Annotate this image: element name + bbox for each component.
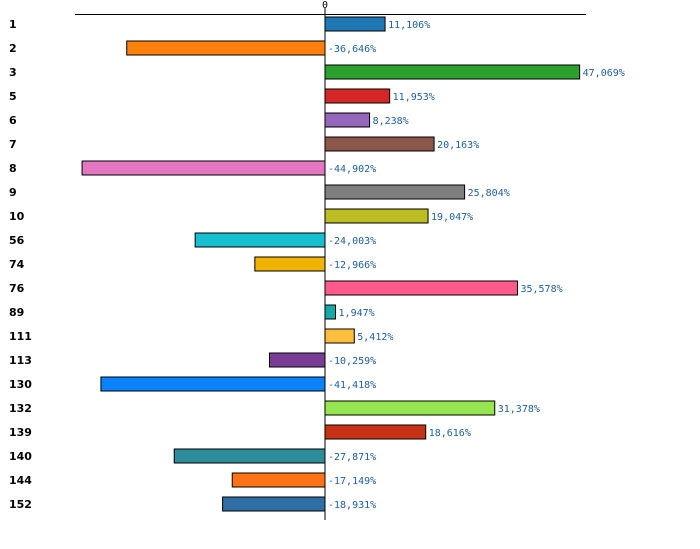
bar-9 <box>324 184 466 200</box>
category-label-56: 56 <box>9 234 25 247</box>
bar-5 <box>324 88 391 104</box>
category-label-7: 7 <box>9 138 17 151</box>
value-label-76: 35,578% <box>520 284 562 295</box>
bar-56 <box>194 232 326 248</box>
bar-130 <box>100 376 326 392</box>
bar-2 <box>126 40 326 56</box>
bar-144 <box>231 472 326 488</box>
bar-140 <box>173 448 326 464</box>
value-label-3: 47,069% <box>583 68 625 79</box>
bar-111 <box>324 328 355 344</box>
category-label-132: 132 <box>9 402 32 415</box>
bar-152 <box>222 496 326 512</box>
bars-group: 1 11,106% 2 -36,646% 3 47,069% 5 11,953% 6 8,238%… <box>9 16 625 512</box>
x-tick-label-zero: 0 <box>322 0 328 11</box>
bar-1 <box>324 16 386 32</box>
bar-74 <box>254 256 326 272</box>
value-label-56: -24,003% <box>328 236 376 247</box>
category-label-76: 76 <box>9 282 25 295</box>
value-label-10: 19,047% <box>431 212 473 223</box>
value-label-130: -41,418% <box>328 380 376 391</box>
bar-89 <box>324 304 337 320</box>
category-label-111: 111 <box>9 330 32 343</box>
value-label-2: -36,646% <box>328 44 376 55</box>
category-label-113: 113 <box>9 354 32 367</box>
value-label-144: -17,149% <box>328 476 376 487</box>
category-label-74: 74 <box>9 258 25 271</box>
category-label-130: 130 <box>9 378 32 391</box>
category-label-139: 139 <box>9 426 32 439</box>
value-label-89: 1,947% <box>339 308 375 319</box>
category-label-2: 2 <box>9 42 17 55</box>
value-label-111: 5,412% <box>357 332 393 343</box>
value-label-113: -10,259% <box>328 356 376 367</box>
category-label-9: 9 <box>9 186 17 199</box>
category-label-10: 10 <box>9 210 25 223</box>
value-label-139: 18,616% <box>429 428 471 439</box>
value-label-140: -27,871% <box>328 452 376 463</box>
value-label-152: -18,931% <box>328 500 376 511</box>
bar-8 <box>81 160 326 176</box>
category-label-140: 140 <box>9 450 32 463</box>
value-label-5: 11,953% <box>393 92 435 103</box>
category-label-8: 8 <box>9 162 17 175</box>
bar-10 <box>324 208 429 224</box>
bar-113 <box>268 352 326 368</box>
category-label-144: 144 <box>9 474 32 487</box>
value-label-1: 11,106% <box>388 20 430 31</box>
value-label-7: 20,163% <box>437 140 479 151</box>
bar-7 <box>324 136 435 152</box>
value-label-132: 31,378% <box>498 404 540 415</box>
category-label-1: 1 <box>9 18 17 31</box>
value-label-6: 8,238% <box>373 116 409 127</box>
bar-132 <box>324 400 496 416</box>
bar-139 <box>324 424 427 440</box>
category-label-5: 5 <box>9 90 17 103</box>
category-label-3: 3 <box>9 66 17 79</box>
category-label-6: 6 <box>9 114 17 127</box>
category-label-152: 152 <box>9 498 32 511</box>
value-label-8: -44,902% <box>328 164 376 175</box>
category-label-89: 89 <box>9 306 24 319</box>
value-label-9: 25,804% <box>468 188 510 199</box>
bar-3 <box>324 64 581 80</box>
value-label-74: -12,966% <box>328 260 376 271</box>
bar-76 <box>324 280 518 296</box>
bar-6 <box>324 112 371 128</box>
